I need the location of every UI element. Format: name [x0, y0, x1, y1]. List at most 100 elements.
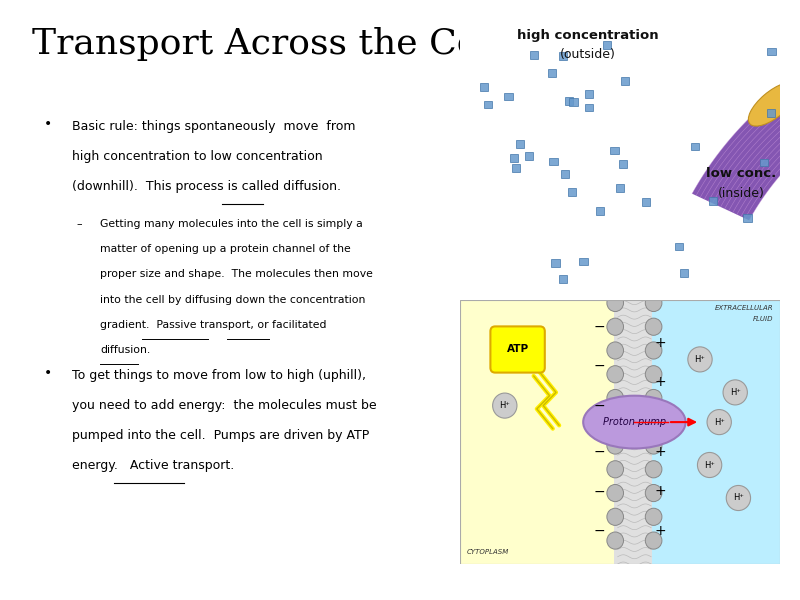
Circle shape: [607, 389, 623, 407]
Text: +: +: [654, 336, 666, 350]
Text: ATP: ATP: [506, 344, 529, 355]
FancyBboxPatch shape: [585, 104, 593, 112]
Circle shape: [493, 393, 517, 418]
Text: into the cell by diffusing down the concentration: into the cell by diffusing down the conc…: [100, 295, 366, 305]
FancyBboxPatch shape: [709, 197, 717, 205]
Text: Transport Across the Cell Membrane: Transport Across the Cell Membrane: [32, 27, 712, 61]
Text: +: +: [654, 376, 666, 389]
Circle shape: [646, 484, 662, 502]
Text: Basic rule: things spontaneously  move  from: Basic rule: things spontaneously move fr…: [72, 120, 355, 133]
Text: −: −: [594, 484, 605, 499]
FancyBboxPatch shape: [551, 259, 559, 267]
Circle shape: [607, 461, 623, 478]
Ellipse shape: [783, 116, 800, 160]
FancyBboxPatch shape: [530, 51, 538, 59]
Text: −: −: [594, 319, 605, 334]
Text: (outside): (outside): [560, 48, 616, 61]
Text: pumped into the cell.  Pumps are driven by ATP: pumped into the cell. Pumps are driven b…: [72, 429, 370, 442]
Text: +: +: [654, 484, 666, 499]
Text: −: −: [594, 398, 605, 413]
FancyBboxPatch shape: [525, 152, 534, 160]
FancyBboxPatch shape: [561, 170, 570, 178]
Text: gradient.  Passive transport, or facilitated: gradient. Passive transport, or facilita…: [100, 320, 326, 330]
FancyBboxPatch shape: [690, 143, 699, 151]
FancyBboxPatch shape: [767, 48, 775, 55]
Circle shape: [607, 508, 623, 526]
Text: low conc.: low conc.: [706, 167, 777, 179]
Circle shape: [723, 380, 747, 405]
Text: −: −: [594, 524, 605, 538]
Circle shape: [607, 342, 623, 359]
Circle shape: [607, 318, 623, 335]
Circle shape: [646, 413, 662, 430]
Text: proper size and shape.  The molecules then move: proper size and shape. The molecules the…: [100, 269, 373, 280]
FancyBboxPatch shape: [579, 257, 588, 265]
FancyBboxPatch shape: [618, 160, 627, 168]
FancyBboxPatch shape: [548, 69, 556, 77]
Text: FLUID: FLUID: [753, 316, 774, 322]
FancyBboxPatch shape: [510, 154, 518, 162]
Text: CYTOPLASM: CYTOPLASM: [466, 549, 509, 555]
Circle shape: [646, 342, 662, 359]
Text: H⁺: H⁺: [499, 401, 510, 410]
FancyBboxPatch shape: [766, 109, 775, 117]
FancyBboxPatch shape: [616, 184, 624, 192]
Text: H⁺: H⁺: [704, 461, 715, 469]
FancyBboxPatch shape: [743, 214, 752, 222]
Text: H⁺: H⁺: [714, 418, 725, 427]
Text: H⁺: H⁺: [730, 388, 741, 397]
FancyBboxPatch shape: [621, 77, 630, 85]
Circle shape: [646, 508, 662, 526]
FancyBboxPatch shape: [760, 158, 768, 166]
Text: EXTRACELLULAR: EXTRACELLULAR: [715, 305, 774, 311]
Text: (downhill).  This process is called diffusion.: (downhill). This process is called diffu…: [72, 180, 341, 193]
Circle shape: [646, 318, 662, 335]
Text: –: –: [76, 219, 82, 229]
Text: you need to add energy:  the molecules must be: you need to add energy: the molecules mu…: [72, 399, 377, 412]
Circle shape: [646, 532, 662, 549]
FancyBboxPatch shape: [512, 164, 521, 172]
Circle shape: [607, 413, 623, 430]
FancyBboxPatch shape: [480, 83, 488, 91]
Text: •: •: [44, 117, 52, 131]
Text: matter of opening up a protein channel of the: matter of opening up a protein channel o…: [100, 244, 350, 254]
FancyBboxPatch shape: [568, 188, 576, 196]
FancyBboxPatch shape: [558, 52, 567, 59]
Circle shape: [698, 452, 722, 478]
FancyBboxPatch shape: [559, 275, 567, 283]
FancyBboxPatch shape: [460, 300, 614, 564]
Circle shape: [646, 295, 662, 311]
Text: −: −: [594, 445, 605, 459]
Text: H⁺: H⁺: [733, 493, 744, 503]
Text: −: −: [594, 359, 605, 373]
Text: high concentration to low concentration: high concentration to low concentration: [72, 150, 322, 163]
FancyBboxPatch shape: [602, 41, 611, 49]
Text: diffusion.: diffusion.: [100, 345, 150, 355]
FancyBboxPatch shape: [642, 198, 650, 206]
FancyBboxPatch shape: [610, 146, 618, 154]
FancyBboxPatch shape: [516, 140, 524, 148]
Text: energy.   Active transport.: energy. Active transport.: [72, 459, 234, 472]
FancyBboxPatch shape: [504, 93, 513, 100]
Circle shape: [688, 347, 712, 372]
FancyBboxPatch shape: [570, 98, 578, 106]
FancyBboxPatch shape: [565, 97, 573, 105]
FancyBboxPatch shape: [680, 269, 688, 277]
Text: +: +: [654, 524, 666, 538]
Circle shape: [646, 389, 662, 407]
Text: +: +: [654, 445, 666, 459]
Ellipse shape: [748, 82, 798, 126]
Circle shape: [607, 437, 623, 454]
Text: •: •: [44, 366, 52, 380]
Circle shape: [607, 295, 623, 311]
FancyBboxPatch shape: [674, 242, 683, 250]
Circle shape: [726, 485, 750, 511]
FancyBboxPatch shape: [596, 208, 604, 215]
Circle shape: [646, 437, 662, 454]
Circle shape: [607, 484, 623, 502]
FancyBboxPatch shape: [490, 326, 545, 373]
Circle shape: [646, 365, 662, 383]
FancyBboxPatch shape: [652, 300, 780, 564]
Polygon shape: [692, 10, 800, 220]
Text: Getting many molecules into the cell is simply a: Getting many molecules into the cell is …: [100, 219, 362, 229]
